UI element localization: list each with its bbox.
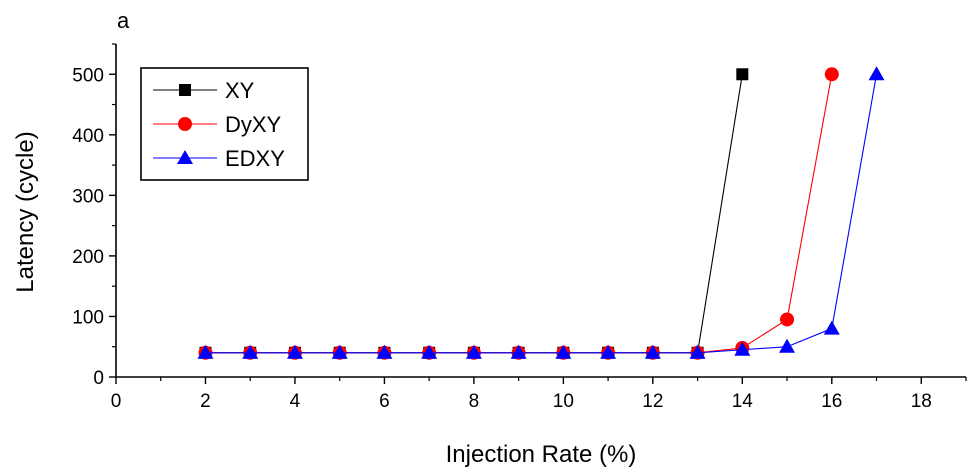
legend-marker-edxy xyxy=(177,150,193,164)
x-tick-label: 4 xyxy=(290,391,301,412)
data-point-edxy xyxy=(331,344,348,359)
y-tick-label: 400 xyxy=(72,126,104,147)
x-axis-title: Injection Rate (%) xyxy=(446,441,637,468)
legend: XY DyXY EDXY xyxy=(140,67,309,181)
x-tick-label: 16 xyxy=(821,391,842,412)
axes: 0 2 4 6 8 10 12 14 16 18 0 100 200 300 400 500 xyxy=(72,43,967,412)
panel-label: a xyxy=(117,8,130,33)
x-tick-label: 8 xyxy=(469,391,480,412)
data-point-edxy xyxy=(242,344,259,359)
data-point-edxy xyxy=(555,344,572,359)
data-point-edxy xyxy=(779,338,796,353)
data-point-edxy xyxy=(421,344,438,359)
data-point-edxy xyxy=(823,320,840,335)
series-line-edxy xyxy=(205,74,878,354)
data-point-edxy xyxy=(376,344,393,359)
data-point-edxy xyxy=(689,344,706,359)
data-point-edxy xyxy=(734,341,751,356)
x-tick-label: 0 xyxy=(111,391,122,412)
x-tick-label: 6 xyxy=(379,391,390,412)
series-edxy xyxy=(197,66,885,359)
legend-label-xy: XY xyxy=(225,78,255,103)
x-tick-label: 2 xyxy=(200,391,211,412)
legend-label-edxy: EDXY xyxy=(225,146,285,171)
y-tick-label: 300 xyxy=(72,186,104,207)
data-point-xy xyxy=(736,68,749,81)
y-tick-label: 100 xyxy=(72,307,104,328)
legend-marker-dyxy xyxy=(178,117,192,131)
data-point-edxy xyxy=(286,344,303,359)
data-point-edxy xyxy=(197,344,214,359)
data-point-edxy xyxy=(465,344,482,359)
y-axis-title: Latency (cycle) xyxy=(12,131,39,292)
data-point-edxy xyxy=(510,344,527,359)
x-tick-label: 18 xyxy=(911,391,932,412)
y-tick-label: 200 xyxy=(72,247,104,268)
legend-label-dyxy: DyXY xyxy=(225,112,282,137)
data-point-edxy xyxy=(868,66,885,81)
data-point-dyxy xyxy=(824,67,839,82)
y-tick-label: 500 xyxy=(72,65,104,86)
x-tick-label: 12 xyxy=(642,391,663,412)
data-point-edxy xyxy=(600,344,617,359)
data-point-dyxy xyxy=(780,312,795,327)
legend-marker-xy xyxy=(179,84,191,96)
x-tick-label: 10 xyxy=(553,391,574,412)
series-layer xyxy=(197,66,885,360)
data-point-edxy xyxy=(644,344,661,359)
y-tick-label: 0 xyxy=(93,368,104,389)
x-tick-label: 14 xyxy=(732,391,754,412)
